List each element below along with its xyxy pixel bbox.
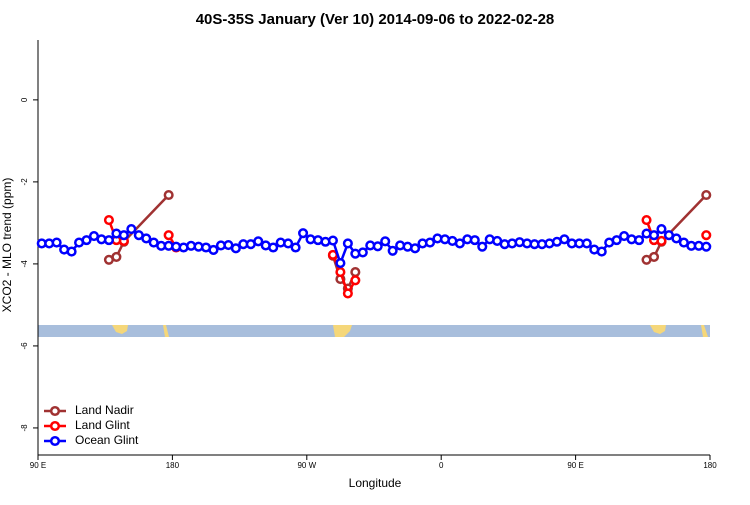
data-point [357, 247, 368, 258]
legend-label: Ocean Glint [75, 433, 139, 447]
legend-label: Land Nadir [75, 403, 134, 417]
data-point [268, 242, 279, 253]
data-point [283, 238, 294, 249]
data-point [141, 233, 152, 244]
data-point [671, 233, 682, 244]
legend-marker [49, 420, 61, 432]
legend-marker [49, 405, 61, 417]
land [701, 325, 708, 337]
y-tick-label: 0 [20, 97, 29, 102]
data-point [350, 275, 361, 286]
data-point [342, 288, 353, 299]
x-tick-label: 90 E [567, 461, 583, 470]
data-point [380, 236, 391, 247]
data-point [648, 230, 660, 241]
ocean-strip [38, 325, 710, 337]
x-tick-label: 180 [703, 461, 717, 470]
data-point [387, 245, 398, 256]
land [112, 325, 128, 334]
data-point [581, 238, 592, 249]
land [163, 325, 169, 337]
data-point [290, 242, 301, 253]
data-point [335, 267, 346, 278]
data-point [656, 235, 667, 246]
data-point [701, 189, 712, 201]
legend-label: Land Glint [75, 418, 130, 432]
data-point [103, 214, 114, 226]
y-tick-label: -6 [20, 342, 29, 350]
data-point [335, 258, 346, 269]
data-point [327, 235, 338, 246]
x-axis-label: Longitude [349, 476, 402, 490]
data-point [596, 246, 607, 257]
data-point [253, 236, 264, 247]
data-point [424, 237, 436, 248]
data-point [648, 251, 660, 262]
data-point [701, 241, 712, 252]
x-tick-label: 0 [439, 461, 444, 470]
data-point [350, 267, 361, 278]
chart-title: 40S-35S January (Ver 10) 2014-09-06 to 2… [196, 11, 555, 28]
data-point [641, 214, 652, 226]
land [650, 325, 666, 334]
data-point [208, 244, 219, 256]
data-point [477, 241, 488, 252]
data-point [118, 230, 129, 241]
land [333, 325, 352, 337]
data-point [51, 237, 62, 248]
x-tick-label: 180 [166, 461, 180, 470]
data-point [66, 246, 77, 257]
x-tick-label: 90 W [297, 461, 316, 470]
x-tick-label: 90 E [30, 461, 46, 470]
data-point [81, 235, 92, 246]
series [36, 223, 712, 269]
y-tick-label: -2 [20, 178, 29, 186]
data-point [111, 251, 122, 262]
data-point [611, 235, 622, 246]
y-axis-label: XCO2 - MLO trend (ppm) [0, 178, 14, 313]
y-tick-label: -4 [20, 260, 29, 268]
y-tick-label: -8 [20, 424, 29, 432]
data-point [126, 223, 137, 235]
data-point [469, 235, 480, 246]
data-point [163, 230, 174, 241]
data-point [372, 241, 383, 252]
data-point [298, 228, 309, 239]
data-point [103, 235, 114, 246]
data-point [634, 235, 645, 246]
data-point [163, 189, 174, 201]
legend-marker [49, 435, 61, 447]
data-point [342, 238, 353, 249]
data-point [454, 238, 465, 249]
data-point [701, 230, 712, 241]
data-point [656, 223, 667, 235]
data-point [230, 243, 241, 254]
data-point [410, 243, 421, 254]
map-strip [38, 325, 710, 337]
data-point [559, 234, 570, 245]
